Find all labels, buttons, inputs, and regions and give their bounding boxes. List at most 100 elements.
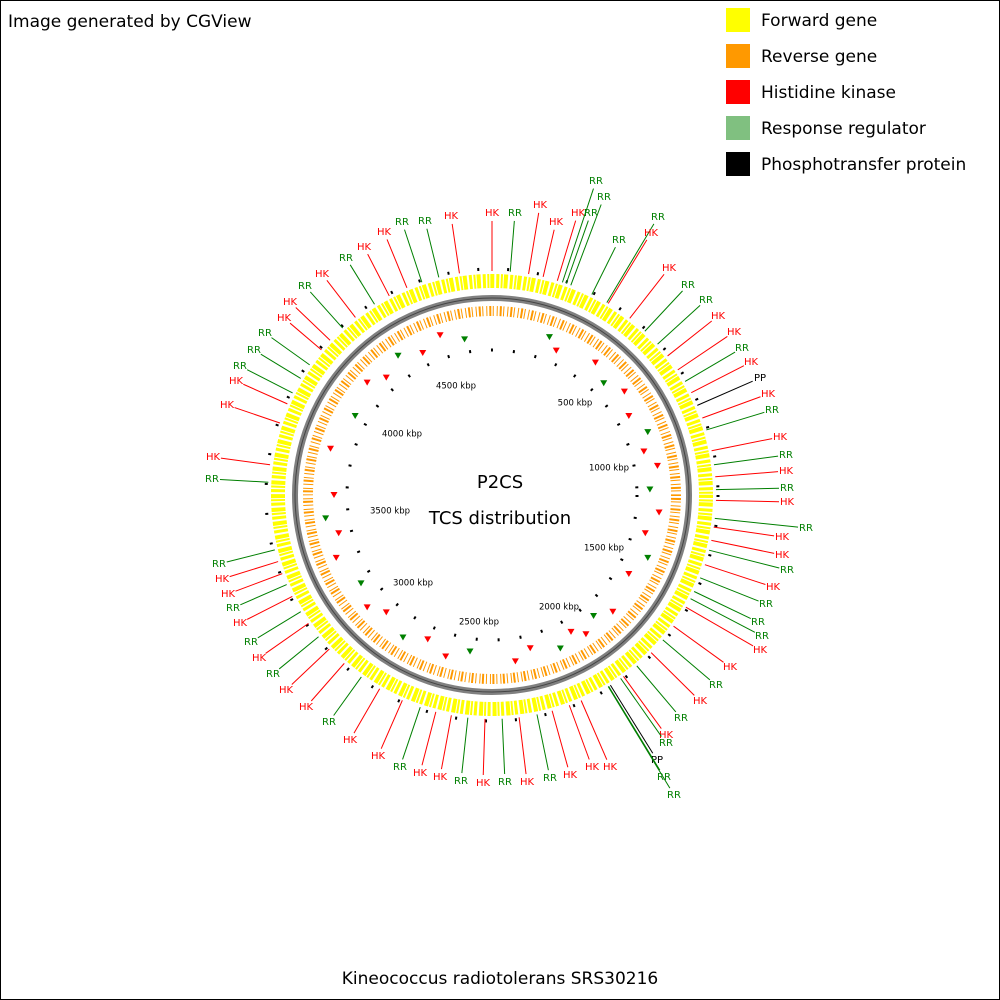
legend-label: Phosphotransfer protein <box>761 155 966 175</box>
feature-label: HK <box>780 497 795 508</box>
scale-label: 4000 kbp <box>382 430 422 440</box>
feature-leader <box>501 718 506 775</box>
feature-leader <box>353 688 381 734</box>
feature-leader <box>609 684 654 754</box>
feature-label: RR <box>667 790 681 801</box>
feature-leader <box>570 204 602 286</box>
feature-label: HK <box>315 269 330 280</box>
feature-leader <box>518 717 527 775</box>
feature-label: HK <box>371 751 386 762</box>
feature-leader <box>246 595 293 620</box>
feature-marker <box>620 388 628 395</box>
feature-leader <box>657 305 701 345</box>
feature-leader <box>278 636 319 670</box>
feature-label: HK <box>377 227 392 238</box>
feature-leader <box>629 274 665 319</box>
feature-leader <box>644 290 683 332</box>
feature-leader <box>295 307 331 341</box>
feature-leader <box>421 711 437 766</box>
feature-label: HK <box>520 777 535 788</box>
feature-leader <box>565 220 589 284</box>
feature-leader <box>677 336 728 371</box>
feature-marker <box>442 653 450 660</box>
feature-label: RR <box>247 345 261 356</box>
feature-label: HK <box>233 618 248 629</box>
feature-leader <box>551 710 569 768</box>
feature-label: HK <box>549 217 564 228</box>
feature-marker <box>399 634 407 641</box>
feature-marker <box>625 571 633 577</box>
feature-label: HK <box>723 662 738 673</box>
feature-label: RR <box>212 559 226 570</box>
feature-label: PP <box>651 755 663 766</box>
legend-swatch <box>726 152 750 176</box>
feature-marker <box>567 628 575 635</box>
legend-swatch <box>726 80 750 104</box>
feature-label: HK <box>413 768 428 779</box>
feature-marker <box>322 515 330 522</box>
feature-marker <box>655 509 663 516</box>
feature-leader <box>715 499 780 503</box>
legend-swatch <box>726 44 750 68</box>
legend-swatch <box>726 8 750 32</box>
feature-label: HK <box>229 376 244 387</box>
feature-marker <box>351 413 359 419</box>
feature-label: HK <box>585 762 600 773</box>
scale-label: 2500 kbp <box>459 618 499 628</box>
feature-leader <box>265 622 309 654</box>
feature-label: RR <box>205 474 219 485</box>
feature-label: HK <box>476 778 491 789</box>
feature-leader <box>257 611 302 639</box>
feature-label: HK <box>693 696 708 707</box>
feature-marker <box>600 380 608 387</box>
feature-leader <box>260 353 301 379</box>
feature-leader <box>702 396 761 419</box>
feature-marker <box>419 349 427 356</box>
feature-label: HK <box>433 772 448 783</box>
feature-marker <box>461 336 469 343</box>
feature-marker <box>466 648 474 655</box>
feature-label: RR <box>780 565 794 576</box>
feature-label: HK <box>533 200 548 211</box>
feature-leader <box>691 365 745 394</box>
backbone-edge <box>294 297 690 693</box>
rings <box>264 267 720 723</box>
legend-swatch <box>726 116 750 140</box>
feature-leader <box>461 717 469 774</box>
feature-leader <box>620 678 662 737</box>
feature-leader <box>234 407 281 424</box>
feature-leader <box>667 320 713 357</box>
feature-label: HK <box>485 208 500 219</box>
feature-leader <box>246 369 293 394</box>
feature-marker <box>590 613 598 620</box>
feature-label: RR <box>659 738 673 749</box>
feature-marker <box>582 631 590 638</box>
feature-label: RR <box>393 762 407 773</box>
legend-label: Forward gene <box>761 11 877 31</box>
feature-label: HK <box>563 770 578 781</box>
feature-label: RR <box>674 713 688 724</box>
feature-marker <box>330 492 338 498</box>
feature-leader <box>607 686 671 789</box>
scale-label: 3000 kbp <box>393 579 433 589</box>
feature-label: HK <box>761 389 776 400</box>
center-subtitle: TCS distribution <box>428 508 571 529</box>
feature-label: HK <box>279 685 294 696</box>
feature-leader <box>711 438 773 452</box>
feature-leader <box>229 561 279 578</box>
feature-label: HK <box>773 432 788 443</box>
feature-leader <box>349 264 375 305</box>
feature-leader <box>367 253 390 297</box>
feature-label: HK <box>221 589 236 600</box>
feature-label: HK <box>662 263 677 274</box>
feature-label: RR <box>395 217 409 228</box>
feature-label: HK <box>206 452 221 463</box>
feature-leader <box>309 291 344 329</box>
feature-marker <box>640 448 648 455</box>
feature-label: RR <box>755 631 769 642</box>
feature-marker <box>327 445 335 452</box>
feature-label: HK <box>766 582 781 593</box>
scale-label: 2000 kbp <box>539 603 579 613</box>
feature-leader <box>220 457 271 466</box>
